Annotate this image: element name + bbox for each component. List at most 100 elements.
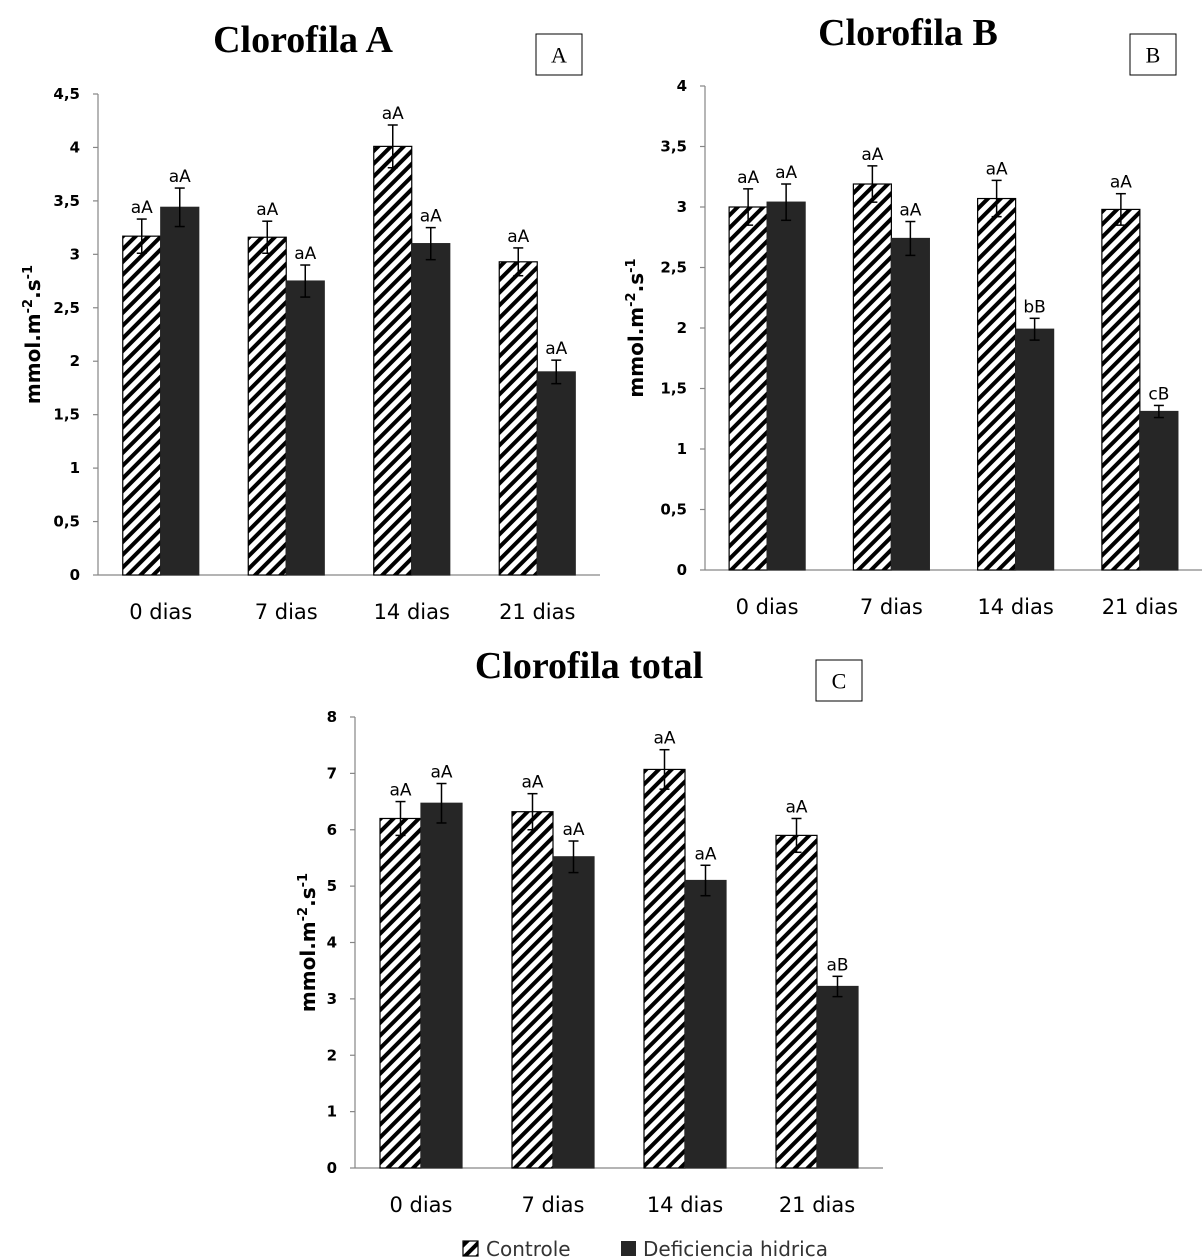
y-tick-label: 0,5: [660, 501, 687, 519]
bar-deficiencia-0: [160, 206, 200, 576]
bar-deficiencia-2: [684, 879, 727, 1169]
chart-title: Clorofila A: [213, 19, 393, 61]
y-tick-label: 0: [70, 566, 80, 584]
y-tick-label: 2,5: [660, 259, 687, 277]
panel-label-box: [535, 33, 583, 76]
y-tick-label: 8: [327, 708, 337, 726]
y-tick-label: 0: [327, 1159, 337, 1177]
data-label: aA: [1110, 173, 1132, 193]
x-tick-label: 7 dias: [255, 600, 318, 624]
y-tick-label: 6: [327, 821, 337, 839]
bar-deficiencia-2: [411, 243, 451, 576]
data-label: aA: [382, 104, 404, 124]
y-tick-label: 1,5: [53, 406, 80, 424]
x-tick-label: 7 dias: [521, 1193, 584, 1217]
y-tick-label: 1: [327, 1103, 337, 1121]
data-label: aA: [785, 797, 807, 817]
data-label: aA: [861, 145, 883, 165]
y-axis-label: mmol.m-2.s-1: [21, 265, 45, 404]
y-tick-label: 4: [677, 77, 687, 95]
y-tick-label: 4: [327, 934, 337, 952]
x-tick-label: 21 dias: [499, 600, 575, 624]
bar-controle-2: [643, 768, 686, 1169]
bar-controle-1: [511, 811, 554, 1169]
data-label: aA: [294, 244, 316, 264]
data-label: aA: [737, 168, 759, 188]
data-label: aA: [653, 729, 675, 749]
y-tick-label: 5: [327, 877, 337, 895]
bar-deficiencia-1: [552, 856, 595, 1169]
x-tick-label: 21 dias: [779, 1193, 855, 1217]
panel-label: C: [832, 669, 847, 694]
data-label: aA: [131, 198, 153, 218]
bar-controle-2: [977, 197, 1017, 571]
y-tick-label: 0: [677, 561, 687, 579]
y-tick-label: 3: [327, 990, 337, 1008]
y-tick-label: 2: [677, 319, 687, 337]
chart-panel-a: Clorofila A A 0 0,5 1 1,5 2 2,5 3 3,5 4 4,5 mmol.m-2…: [21, 19, 600, 624]
legend-label-controle: Controle: [486, 1237, 571, 1259]
y-tick-label: 7: [327, 764, 337, 782]
bar-controle-0: [379, 817, 422, 1169]
chart-title: Clorofila B: [818, 12, 998, 54]
bar-controle-3: [498, 261, 538, 576]
panel-label-box: [815, 659, 863, 702]
y-tick-label: 2: [70, 352, 80, 370]
chart-title: Clorofila total: [475, 645, 703, 687]
data-label: aA: [507, 227, 529, 247]
bar-controle-1: [852, 183, 892, 571]
bar-controle-0: [122, 235, 162, 576]
data-label: aA: [521, 773, 543, 793]
data-label: aA: [256, 200, 278, 220]
chart-panel-c: Clorofila total C 0 1 2 3 4 5 6 7 8 mmol.m-2.s-1 aA a…: [296, 645, 883, 1217]
y-tick-label: 3: [70, 245, 80, 263]
bar-deficiencia-0: [766, 201, 806, 571]
panel-label: A: [551, 43, 567, 68]
bar-deficiencia-3: [536, 371, 576, 576]
legend: Controle Deficiencia hidrica: [462, 1237, 828, 1259]
x-tick-label: 0 dias: [736, 595, 799, 619]
legend-swatch-controle: [462, 1240, 479, 1257]
y-tick-label: 2: [327, 1046, 337, 1064]
x-tick-label: 14 dias: [374, 600, 450, 624]
bar-deficiencia-1: [285, 280, 325, 576]
x-tick-label: 14 dias: [647, 1193, 723, 1217]
y-tick-label: 1: [677, 440, 687, 458]
data-label: aA: [899, 201, 921, 221]
panel-label-box: [1129, 33, 1177, 76]
y-tick-label: 1: [70, 459, 80, 477]
data-label: cB: [1148, 384, 1169, 404]
panel-label: B: [1146, 43, 1161, 68]
y-tick-label: 2,5: [53, 299, 80, 317]
bar-deficiencia-3: [816, 985, 859, 1169]
x-tick-label: 7 dias: [860, 595, 923, 619]
bar-deficiencia-3: [1139, 410, 1179, 571]
bar-controle-3: [1101, 208, 1141, 571]
y-tick-label: 4: [70, 138, 80, 156]
chart-panel-b: Clorofila B B 0 0,5 1 1,5 2 2,5 3 3,5 4 mmol.m-2.s-…: [624, 12, 1202, 619]
data-label: aA: [775, 163, 797, 183]
data-label: aA: [169, 167, 191, 187]
legend-label-deficiencia: Deficiencia hidrica: [643, 1237, 828, 1259]
y-axis-label: mmol.m-2.s-1: [624, 258, 648, 397]
bar-deficiencia-0: [420, 802, 463, 1169]
y-tick-label: 1,5: [660, 380, 687, 398]
bar-controle-1: [247, 236, 287, 576]
y-axis-label: mmol.m-2.s-1: [296, 873, 320, 1012]
data-label: aA: [389, 781, 411, 801]
x-tick-label: 0 dias: [129, 600, 192, 624]
y-tick-label: 0,5: [53, 513, 80, 531]
y-tick-label: 3: [677, 198, 687, 216]
x-tick-label: 14 dias: [977, 595, 1053, 619]
bar-deficiencia-1: [890, 237, 930, 571]
x-tick-label: 0 dias: [389, 1193, 452, 1217]
bar-controle-3: [775, 834, 818, 1169]
data-label: aA: [545, 339, 567, 359]
data-label: aA: [694, 844, 716, 864]
x-tick-label: 21 dias: [1102, 595, 1178, 619]
data-label: aA: [562, 820, 584, 840]
legend-swatch-deficiencia: [621, 1241, 636, 1256]
charts-layer: Clorofila A A 0 0,5 1 1,5 2 2,5 3 3,5 4 4,5 mmol.m-2…: [21, 12, 1202, 1217]
bar-controle-2: [373, 145, 413, 576]
